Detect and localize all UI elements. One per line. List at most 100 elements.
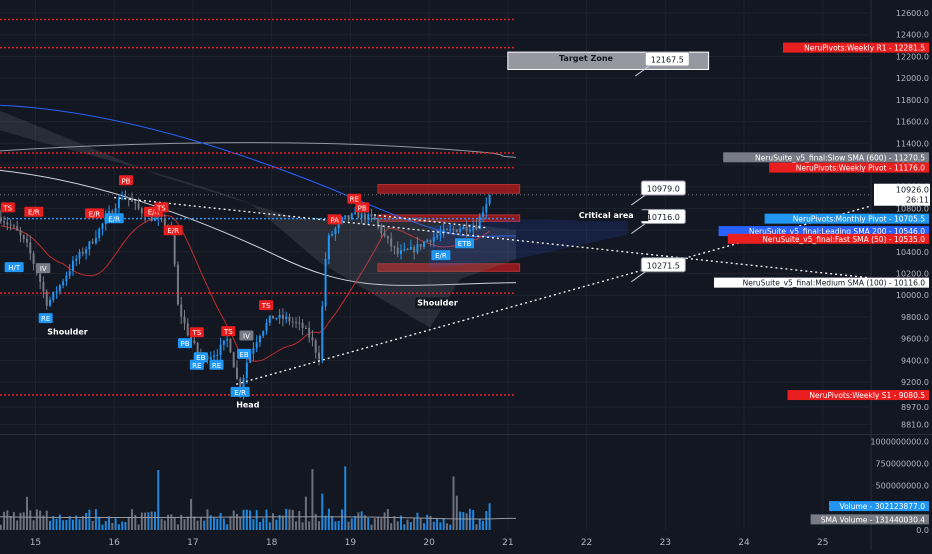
- volume-bar: [16, 520, 19, 530]
- signal-badge: [84, 208, 104, 219]
- candle-body: [62, 281, 65, 286]
- chart-text-label: Critical area: [579, 211, 634, 220]
- signal-label: TS: [3, 204, 13, 212]
- volume-bar: [12, 512, 15, 530]
- candle-body: [400, 250, 402, 254]
- candle-body: [127, 197, 130, 200]
- candle-body: [340, 217, 343, 223]
- volume-bar: [475, 524, 478, 530]
- volume-bar: [65, 519, 68, 530]
- volume-bar: [242, 509, 245, 530]
- candle-body: [226, 339, 229, 341]
- candle-body: [439, 233, 442, 236]
- price-tag-bg: [714, 277, 929, 288]
- volume-bar: [331, 515, 334, 530]
- candle-body: [344, 215, 347, 218]
- volume-bar: [455, 495, 458, 530]
- candle-body: [363, 213, 366, 220]
- candle-body: [88, 241, 91, 250]
- last-price-label: 10926.0: [896, 186, 929, 195]
- price-tag: NeruPivots:Monthly Pivot - 10705.5: [793, 215, 925, 224]
- volume-bar: [255, 510, 258, 530]
- volume-tag: SMA Volume - 131440030.4: [821, 515, 925, 524]
- volume-bar: [301, 522, 304, 530]
- volume-bar: [124, 521, 127, 530]
- chart-text-label: Head: [236, 401, 260, 410]
- trend-line: [373, 214, 489, 229]
- volume-bar: [9, 515, 12, 530]
- volume-bar: [186, 516, 189, 530]
- volume-bar: [144, 512, 147, 530]
- volume-bar: [104, 521, 107, 530]
- axes: 12600.0 12400.0 12200.0 12000.0 11800.0 11600…: [30, 9, 929, 548]
- volume-bar: [196, 520, 199, 530]
- signal-label: IV: [243, 332, 250, 340]
- time-tick-label: 20: [423, 538, 435, 548]
- volume-bar: [176, 524, 179, 530]
- signal-badge: [38, 313, 53, 324]
- candle-body: [258, 335, 261, 343]
- price-tick-label: 8970.0: [901, 403, 929, 412]
- volume-bar: [213, 517, 216, 530]
- volume-tick-label: 1000000000.0: [870, 437, 929, 446]
- candle-body: [98, 228, 101, 238]
- candle-body: [468, 230, 471, 232]
- candle-body: [337, 222, 340, 229]
- candle-body: [377, 219, 380, 226]
- volume-bar: [88, 509, 91, 530]
- signal-label: PB: [121, 177, 130, 185]
- candle-body: [386, 235, 389, 239]
- candle-body: [426, 240, 429, 242]
- candle-body: [442, 229, 445, 234]
- candle-body: [22, 235, 25, 239]
- candle-body: [229, 339, 232, 353]
- signal-badge: [237, 348, 252, 359]
- candle-body: [124, 197, 127, 199]
- volume-bar: [239, 516, 242, 530]
- price-tag-bg: [764, 213, 929, 224]
- volume-bar: [26, 496, 29, 530]
- signal-label: RE: [41, 315, 50, 323]
- volume-bar: [42, 515, 45, 530]
- volume-bar: [85, 512, 88, 530]
- price-tags: NeruPivots:Weekly R1 - 12281.5 NeruSuite_…: [714, 42, 930, 525]
- candle-body: [347, 215, 350, 219]
- volume-bar: [183, 519, 186, 530]
- candle-body: [275, 318, 278, 320]
- volume-bar: [462, 512, 465, 530]
- volume-tick-label: 750000000.0: [876, 460, 929, 469]
- candle-body: [301, 322, 304, 328]
- volume-bar: [199, 517, 202, 530]
- candle-body: [213, 355, 216, 358]
- volume-bar: [452, 476, 455, 530]
- volume-bar: [91, 520, 94, 530]
- callout-pointer: [631, 271, 646, 283]
- volume-bar: [308, 521, 311, 530]
- price-tick-label: 12600.0: [896, 9, 929, 18]
- volume-bar: [367, 517, 370, 530]
- price-tag: NeruSuite_v5_final:Fast SMA (50) - 10535…: [762, 235, 925, 244]
- volume-bar: [262, 518, 265, 530]
- volume-bar: [265, 509, 268, 530]
- volume-bar: [131, 509, 133, 530]
- candle-body: [160, 218, 163, 220]
- candle-body: [29, 242, 32, 254]
- signal-badge: [4, 262, 24, 273]
- signal-label: TS: [261, 302, 271, 310]
- volume-bar: [370, 524, 373, 530]
- candle-body: [419, 244, 422, 247]
- signal-label: E/R: [167, 227, 179, 235]
- volume-tick-label: 500000000.0: [876, 482, 929, 491]
- signal-label: E/R: [435, 252, 447, 260]
- candle-body: [298, 322, 301, 324]
- volume-bar: [400, 515, 402, 530]
- volume-bar: [465, 513, 468, 530]
- candle-body: [190, 335, 193, 341]
- signal-badge: [178, 338, 193, 349]
- price-tick-label: 12200.0: [896, 52, 929, 61]
- volume-bar: [357, 512, 360, 530]
- volume-bar: [373, 518, 376, 530]
